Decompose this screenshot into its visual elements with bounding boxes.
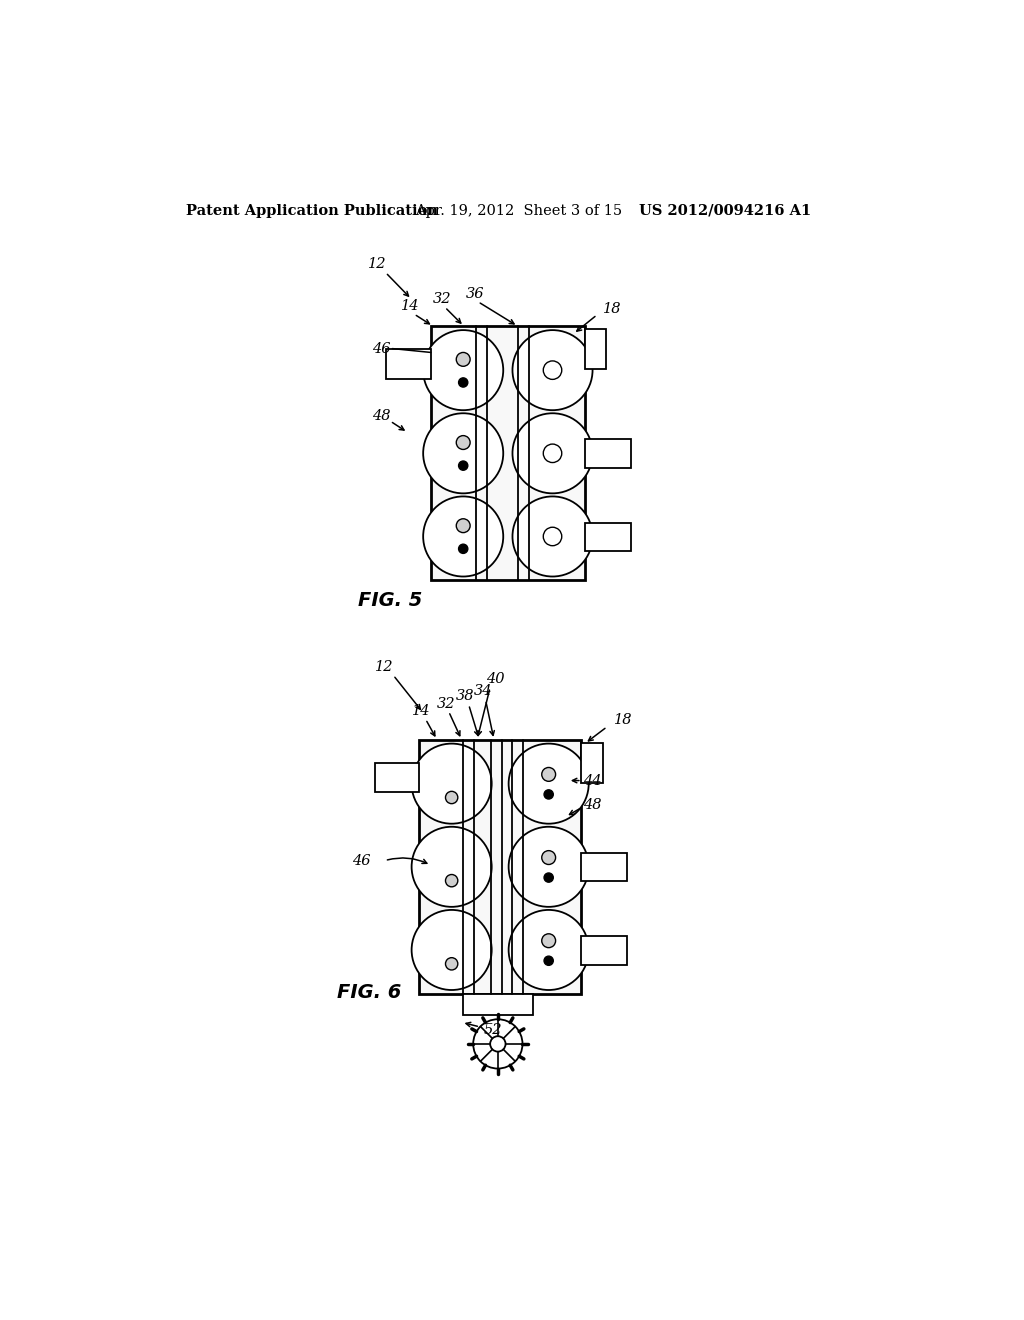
Text: 38: 38 [457, 689, 475, 702]
Circle shape [412, 743, 492, 824]
Circle shape [509, 909, 589, 990]
Circle shape [544, 956, 553, 965]
Circle shape [445, 874, 458, 887]
Text: 48: 48 [373, 409, 391, 424]
Circle shape [544, 789, 553, 799]
Text: 44: 44 [584, 774, 602, 788]
Circle shape [412, 826, 492, 907]
Bar [581, 743, 602, 783]
Text: 18: 18 [602, 301, 622, 315]
Circle shape [512, 413, 593, 494]
Circle shape [542, 767, 556, 781]
Circle shape [544, 527, 562, 545]
Circle shape [423, 330, 503, 411]
Bar [585, 440, 631, 469]
Circle shape [542, 933, 556, 948]
Circle shape [457, 519, 470, 532]
Bar [585, 523, 631, 552]
Circle shape [457, 352, 470, 367]
Text: 12: 12 [376, 660, 394, 673]
Text: 36: 36 [466, 286, 484, 301]
Bar [419, 739, 581, 994]
Circle shape [457, 436, 470, 449]
Circle shape [544, 873, 553, 882]
Circle shape [509, 743, 589, 824]
Circle shape [473, 1019, 522, 1069]
Text: 32: 32 [433, 292, 452, 306]
Text: 14: 14 [413, 705, 431, 718]
Circle shape [445, 792, 458, 804]
Text: Patent Application Publication: Patent Application Publication [186, 203, 438, 218]
Circle shape [490, 1036, 506, 1052]
Text: 12: 12 [368, 257, 386, 271]
Circle shape [423, 413, 503, 494]
Circle shape [542, 850, 556, 865]
Text: 14: 14 [400, 300, 419, 313]
Circle shape [459, 378, 468, 387]
Text: 52: 52 [483, 1023, 502, 1038]
Circle shape [412, 909, 492, 990]
Circle shape [423, 496, 503, 577]
Text: 48: 48 [584, 799, 602, 812]
Circle shape [459, 544, 468, 553]
Bar [585, 330, 606, 370]
Text: 32: 32 [437, 697, 456, 710]
Text: 46: 46 [373, 342, 391, 355]
Circle shape [512, 330, 593, 411]
Circle shape [512, 496, 593, 577]
Text: 34: 34 [474, 684, 493, 698]
Bar [581, 853, 628, 882]
Text: 46: 46 [352, 854, 371, 867]
Bar [463, 994, 532, 1015]
Circle shape [445, 958, 458, 970]
Bar [375, 763, 419, 792]
Bar [386, 350, 431, 379]
Bar [431, 326, 585, 581]
Circle shape [544, 444, 562, 462]
Text: US 2012/0094216 A1: US 2012/0094216 A1 [639, 203, 811, 218]
Circle shape [509, 826, 589, 907]
Circle shape [459, 461, 468, 470]
Text: Apr. 19, 2012  Sheet 3 of 15: Apr. 19, 2012 Sheet 3 of 15 [416, 203, 623, 218]
Text: 18: 18 [614, 714, 633, 727]
Text: FIG. 6: FIG. 6 [337, 983, 401, 1002]
Bar [581, 936, 628, 965]
Text: 40: 40 [486, 672, 505, 686]
Circle shape [544, 360, 562, 379]
Text: FIG. 5: FIG. 5 [357, 591, 422, 610]
